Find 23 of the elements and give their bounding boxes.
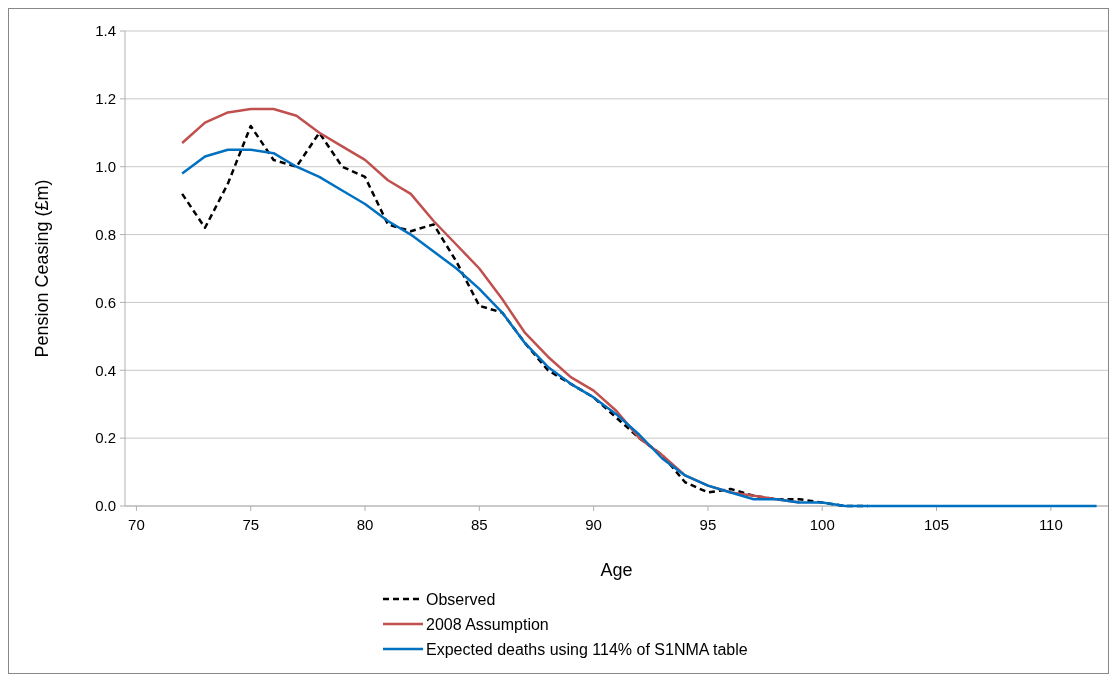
x-tick-label: 75 (242, 516, 260, 533)
y-tick-label: 1.4 (95, 22, 116, 40)
x-tick-label: 80 (356, 516, 374, 533)
y-tick-label: 1.2 (95, 90, 116, 108)
y-tick-label: 0.0 (95, 497, 116, 515)
x-axis-title: Age (600, 560, 633, 580)
legend-label: Observed (426, 590, 496, 608)
y-tick-label: 0.8 (95, 225, 116, 243)
y-axis-title: Pension Ceasing (£m) (32, 179, 52, 358)
x-tick-label: 95 (699, 516, 717, 533)
y-tick-label: 0.4 (95, 361, 116, 379)
x-tick-label: 110 (1038, 516, 1063, 533)
y-tick-label: 0.6 (95, 293, 116, 311)
y-tick-label: 0.2 (95, 429, 116, 447)
x-tick-label: 100 (809, 516, 835, 533)
x-tick-label: 105 (924, 516, 950, 533)
x-tick-label: 90 (585, 516, 602, 533)
legend-label: Expected deaths using 114% of S1NMA table (426, 640, 748, 658)
x-tick-label: 85 (470, 516, 488, 533)
line-series (180, 148, 1098, 508)
y-tick-label: 1.0 (95, 157, 116, 175)
legend-label: 2008 Assumption (426, 615, 549, 633)
x-tick-label: 70 (128, 516, 145, 533)
